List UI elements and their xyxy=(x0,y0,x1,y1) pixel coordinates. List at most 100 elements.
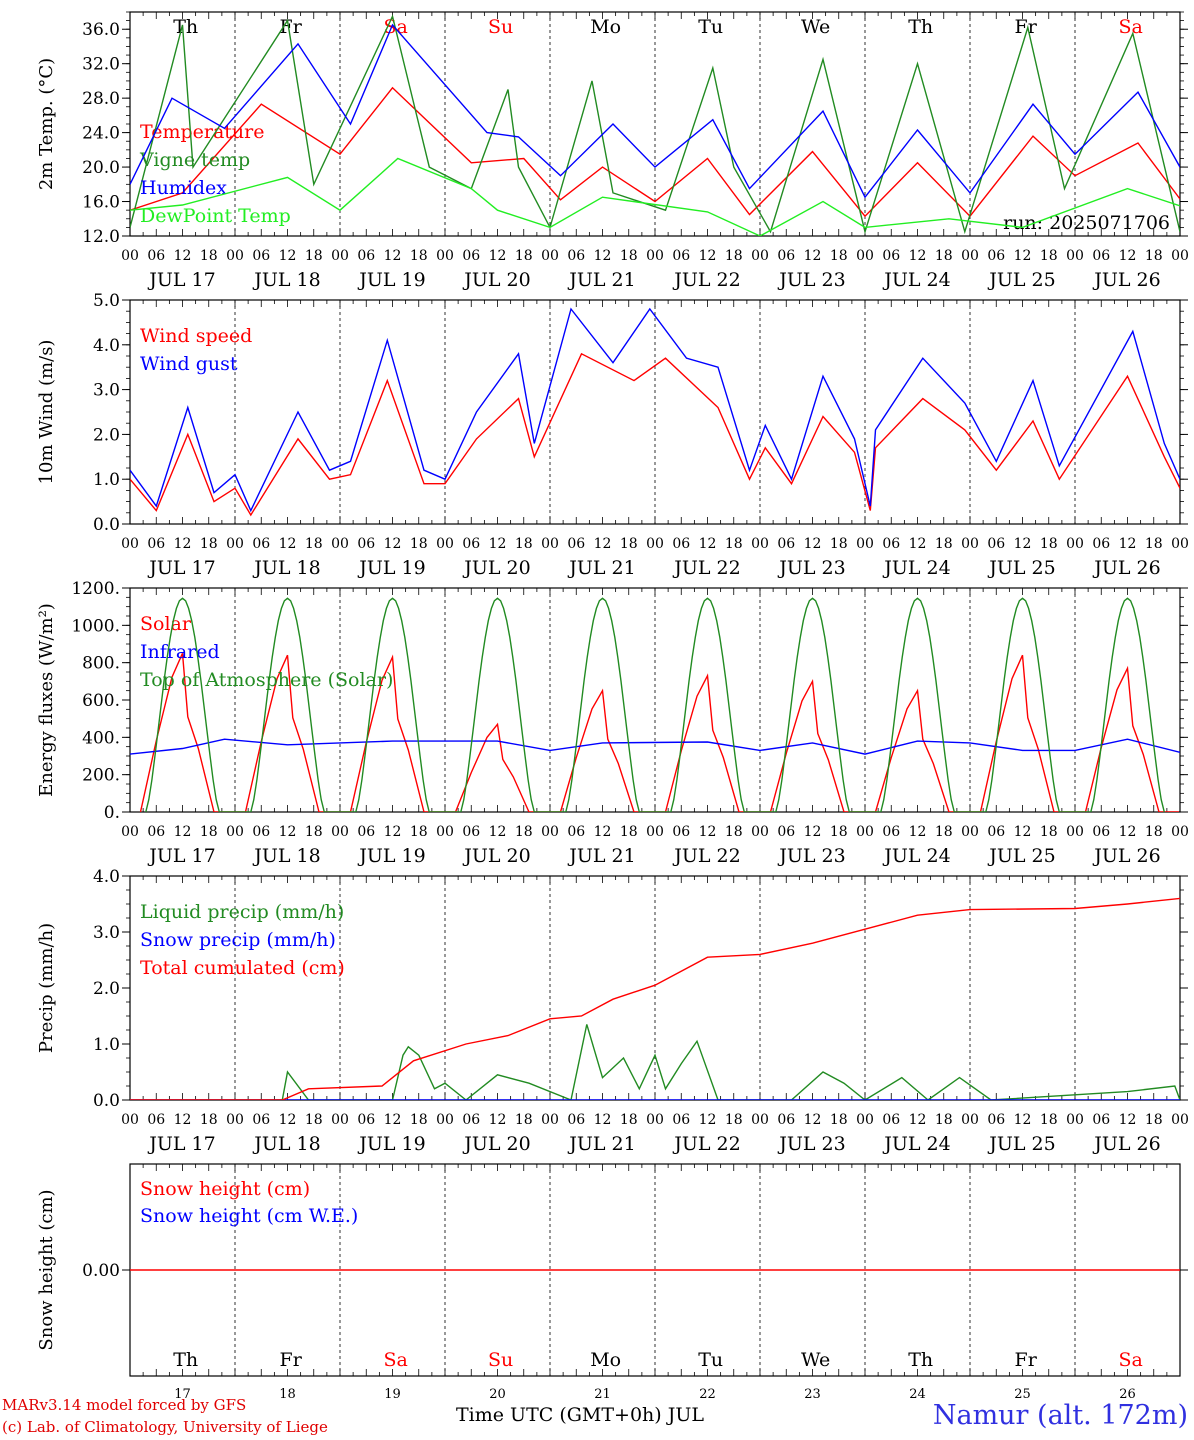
hour-tick-label: 18 xyxy=(830,1112,848,1128)
day-label: JUL 24 xyxy=(882,1133,950,1155)
day-label: JUL 25 xyxy=(987,557,1055,579)
hour-tick-label: 12 xyxy=(279,248,297,264)
hour-tick-label: 00 xyxy=(436,1112,454,1128)
hour-tick-label: 18 xyxy=(935,248,953,264)
weekday-label: Tu xyxy=(698,16,723,38)
hour-tick-label: 00 xyxy=(646,1112,664,1128)
hour-tick-label: 06 xyxy=(147,536,165,552)
hour-tick-label: 00 xyxy=(331,824,349,840)
hour-tick-label: 00 xyxy=(121,1112,139,1128)
hour-tick-label: 18 xyxy=(620,824,638,840)
hour-tick-label: 12 xyxy=(279,824,297,840)
y-tick-label: 24.0 xyxy=(82,124,120,144)
hour-tick-label: 00 xyxy=(856,824,874,840)
hour-tick-label: 06 xyxy=(252,536,270,552)
hour-tick-label: 00 xyxy=(1066,824,1084,840)
day-number-label: 24 xyxy=(909,1387,926,1402)
hour-tick-label: 00 xyxy=(1171,824,1189,840)
hour-tick-label: 12 xyxy=(909,824,927,840)
hour-tick-label: 06 xyxy=(672,824,690,840)
hour-tick-label: 00 xyxy=(331,248,349,264)
hour-tick-label: 06 xyxy=(1092,824,1110,840)
hour-tick-label: 00 xyxy=(331,536,349,552)
hour-tick-label: 00 xyxy=(1171,536,1189,552)
y-axis-label: Energy fluxes (W/m²) xyxy=(36,603,57,797)
hour-tick-label: 18 xyxy=(1040,824,1058,840)
day-number-label: 18 xyxy=(279,1387,296,1402)
hour-tick-label: 00 xyxy=(436,824,454,840)
hour-tick-label: 18 xyxy=(725,824,743,840)
weekday-label: Fr xyxy=(280,16,303,38)
station-label: Namur (alt. 172m) xyxy=(932,1400,1188,1431)
day-label: JUL 20 xyxy=(462,269,530,291)
y-tick-label: 28.0 xyxy=(82,89,120,109)
hour-tick-label: 12 xyxy=(1014,824,1032,840)
hour-tick-label: 06 xyxy=(567,536,585,552)
hour-tick-label: 18 xyxy=(305,248,323,264)
hour-tick-label: 06 xyxy=(1092,536,1110,552)
weekday-label: We xyxy=(801,16,830,38)
hour-tick-label: 18 xyxy=(200,536,218,552)
hour-tick-label: 06 xyxy=(357,824,375,840)
hour-tick-label: 00 xyxy=(1171,248,1189,264)
series-top-of-atmosphere-solar-line xyxy=(145,597,1165,812)
series-dewpoint-temp-line xyxy=(130,157,1180,236)
panel-3-frame xyxy=(129,587,1181,813)
weekday-label: Sa xyxy=(383,1349,407,1371)
day-label: JUL 24 xyxy=(882,845,950,867)
series-liquid-precip-mm-h-line xyxy=(130,1024,1180,1100)
day-label: JUL 23 xyxy=(777,557,845,579)
hour-tick-label: 18 xyxy=(200,248,218,264)
hour-tick-label: 06 xyxy=(147,1112,165,1128)
legend-entry: Total cumulated (cm) xyxy=(140,957,345,979)
hour-tick-label: 00 xyxy=(856,536,874,552)
hour-tick-label: 18 xyxy=(1040,536,1058,552)
hour-tick-label: 12 xyxy=(489,248,507,264)
y-tick-label: 200. xyxy=(82,766,120,786)
y-tick-label: 3.0 xyxy=(93,381,120,401)
hour-tick-label: 06 xyxy=(777,248,795,264)
day-label: JUL 19 xyxy=(357,845,425,867)
y-tick-label: 0. xyxy=(104,803,120,823)
day-number-label: 23 xyxy=(804,1387,821,1402)
legend-entry: Liquid precip (mm/h) xyxy=(140,901,344,923)
lab-credit: (c) Lab. of Climatology, University of L… xyxy=(2,1418,328,1436)
hour-tick-label: 00 xyxy=(331,1112,349,1128)
y-axis-label: Snow height (cm) xyxy=(36,1189,57,1350)
y-tick-label: 4.0 xyxy=(93,336,120,356)
hour-tick-label: 00 xyxy=(226,1112,244,1128)
day-label: JUL 22 xyxy=(672,845,740,867)
hour-tick-label: 06 xyxy=(462,1112,480,1128)
hour-tick-label: 18 xyxy=(1145,248,1163,264)
weekday-label: Su xyxy=(488,16,513,38)
hour-tick-label: 00 xyxy=(1066,248,1084,264)
run-label: run: 2025071706 xyxy=(1003,212,1170,234)
hour-tick-label: 12 xyxy=(804,1112,822,1128)
legend-entry: Infrared xyxy=(140,641,220,663)
day-label: JUL 26 xyxy=(1092,269,1160,291)
y-axis-label: 2m Temp. (°C) xyxy=(36,58,57,190)
day-label: JUL 23 xyxy=(777,1133,845,1155)
day-label: JUL 23 xyxy=(777,269,845,291)
hour-tick-label: 06 xyxy=(252,824,270,840)
day-number-label: 19 xyxy=(384,1387,401,1402)
series-solar-line xyxy=(139,653,1179,812)
hour-tick-label: 12 xyxy=(174,248,192,264)
day-number-label: 20 xyxy=(489,1387,506,1402)
hour-tick-label: 18 xyxy=(620,1112,638,1128)
weekday-label: Th xyxy=(173,16,198,38)
hour-tick-label: 00 xyxy=(1066,1112,1084,1128)
y-tick-label: 1.0 xyxy=(93,1035,120,1055)
hour-tick-label: 00 xyxy=(541,1112,559,1128)
series-temperature-line xyxy=(130,86,1180,218)
hour-tick-label: 12 xyxy=(489,1112,507,1128)
y-tick-label: 5.0 xyxy=(93,291,120,311)
day-label: JUL 17 xyxy=(147,269,215,291)
weekday-label: Sa xyxy=(1118,16,1142,38)
weekday-label: We xyxy=(801,1349,830,1371)
y-tick-label: 3.0 xyxy=(93,923,120,943)
hour-tick-label: 06 xyxy=(777,824,795,840)
hour-tick-label: 00 xyxy=(436,536,454,552)
hour-tick-label: 00 xyxy=(541,824,559,840)
y-tick-label: 600. xyxy=(82,691,120,711)
